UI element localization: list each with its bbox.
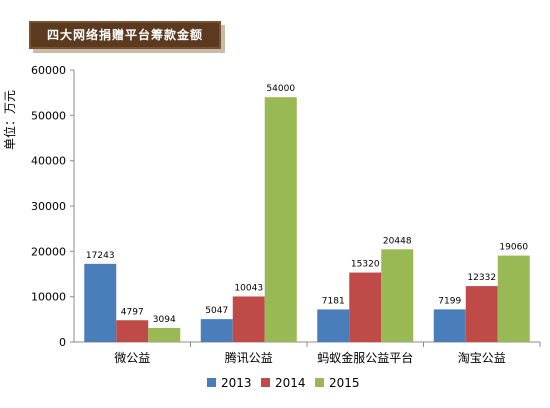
x-tick-label: 蚂蚁金服公益平台 (317, 350, 413, 365)
legend-label: 2014 (275, 376, 306, 390)
legend-swatch (207, 378, 216, 387)
x-tick-label: 淘宝公益 (458, 351, 506, 365)
data-label: 10043 (234, 283, 263, 293)
data-label: 15320 (351, 260, 380, 270)
bar (84, 263, 117, 342)
legend-swatch (315, 378, 324, 387)
data-label: 54000 (266, 84, 295, 94)
data-label: 19060 (499, 243, 528, 253)
bar (349, 272, 382, 342)
bar (465, 286, 498, 342)
bar (232, 296, 265, 342)
bar (381, 249, 414, 342)
y-tick-label: 20000 (31, 245, 66, 258)
bar (433, 309, 466, 342)
legend-label: 2015 (329, 376, 360, 390)
data-label: 20448 (383, 236, 412, 246)
y-tick-label: 30000 (31, 200, 66, 213)
data-label: 7199 (438, 296, 461, 306)
legend-label: 2013 (221, 376, 252, 390)
y-tick-label: 50000 (31, 109, 66, 122)
chart-title: 四大网络捐赠平台筹款金额 (29, 21, 221, 49)
bar (200, 319, 233, 342)
data-label: 17243 (86, 251, 115, 261)
bar (116, 320, 149, 342)
data-label: 3094 (153, 315, 176, 325)
bar (264, 97, 297, 342)
data-label: 12332 (467, 273, 496, 283)
x-tick-label: 微公益 (114, 351, 150, 365)
y-tick-label: 10000 (31, 291, 66, 304)
data-label: 4797 (121, 307, 144, 317)
bar (148, 327, 181, 342)
y-tick-label: 40000 (31, 155, 66, 168)
legend-swatch (261, 378, 270, 387)
bar (497, 255, 530, 342)
bar (317, 309, 350, 342)
data-label: 7181 (322, 296, 345, 306)
x-tick-label: 腾讯公益 (225, 350, 273, 365)
y-tick-label: 0 (59, 336, 66, 349)
y-axis-title: 单位：万元 (2, 90, 17, 150)
y-tick-label: 60000 (31, 64, 66, 77)
data-label: 5047 (205, 306, 228, 316)
